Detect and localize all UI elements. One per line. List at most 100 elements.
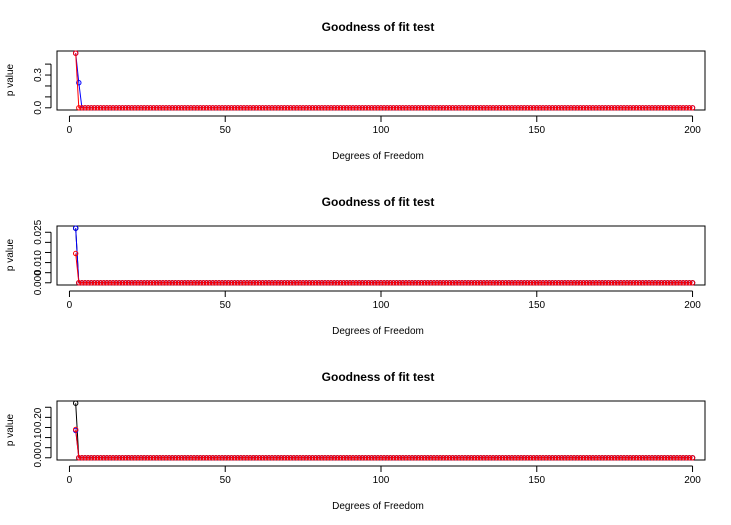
data-point <box>446 455 453 461</box>
data-point <box>82 280 88 286</box>
data-point <box>97 455 104 461</box>
data-point <box>203 105 210 111</box>
data-point <box>122 280 129 286</box>
data-point <box>166 105 172 111</box>
data-point <box>91 105 98 111</box>
data-point <box>113 105 119 111</box>
data-point <box>113 455 119 461</box>
data-point <box>527 105 534 111</box>
data-point <box>643 280 649 286</box>
data-point <box>350 105 356 111</box>
x-tick-label: 0 <box>67 475 73 486</box>
data-point <box>147 455 154 461</box>
data-point <box>107 455 113 461</box>
data-point <box>633 105 640 111</box>
data-point <box>425 280 431 286</box>
data-point <box>191 280 197 286</box>
data-point <box>627 455 633 461</box>
series-line <box>75 253 693 284</box>
data-point <box>278 455 285 461</box>
data-point <box>79 455 85 461</box>
data-point <box>315 280 322 286</box>
data-point <box>555 455 562 461</box>
data-point <box>306 280 313 286</box>
data-point <box>403 280 409 286</box>
data-point <box>627 280 633 286</box>
data-point <box>580 455 587 461</box>
data-point <box>621 105 627 111</box>
data-point <box>418 105 425 111</box>
data-point <box>72 250 79 257</box>
data-point <box>611 455 618 461</box>
data-point <box>686 105 693 111</box>
data-point <box>191 105 197 111</box>
data-point <box>518 105 524 111</box>
data-point <box>608 105 615 111</box>
data-point <box>465 455 471 461</box>
data-point <box>437 280 443 286</box>
data-point <box>244 455 250 461</box>
data-point <box>203 455 210 461</box>
data-point <box>477 105 484 111</box>
data-point <box>552 280 559 286</box>
data-point <box>605 280 612 286</box>
data-point <box>97 105 104 111</box>
chart-title: Goodness of fit test <box>322 195 435 209</box>
data-point <box>244 105 250 111</box>
data-point <box>256 280 263 286</box>
data-point <box>506 105 512 111</box>
data-point <box>175 105 182 111</box>
data-point <box>490 280 496 286</box>
data-point <box>599 455 605 461</box>
data-point <box>368 455 375 461</box>
data-point <box>322 280 328 286</box>
data-point <box>378 105 384 111</box>
data-point <box>284 105 291 111</box>
data-point <box>116 280 123 286</box>
data-point <box>365 280 372 286</box>
data-point <box>537 455 543 461</box>
data-point <box>446 280 453 286</box>
data-point <box>94 105 101 111</box>
data-point <box>219 105 225 111</box>
data-point <box>636 105 643 111</box>
data-point <box>527 455 534 461</box>
data-point <box>636 455 643 461</box>
data-point <box>319 455 325 461</box>
data-point <box>197 455 204 461</box>
data-point <box>104 455 110 461</box>
data-point <box>515 280 521 286</box>
data-point <box>356 105 362 111</box>
data-point <box>605 105 612 111</box>
y-tick-label: 0.20 <box>33 407 44 427</box>
data-point <box>275 105 281 111</box>
data-point <box>689 455 696 461</box>
data-point <box>524 280 531 286</box>
data-point <box>605 455 612 461</box>
y-tick-label: 0.00 <box>33 448 44 468</box>
data-point <box>428 105 434 111</box>
data-point <box>658 455 665 461</box>
chart-title: Goodness of fit test <box>322 370 435 384</box>
data-point <box>677 280 683 286</box>
data-point <box>372 280 378 286</box>
data-point <box>319 105 325 111</box>
data-point <box>287 105 294 111</box>
data-point <box>449 455 456 461</box>
data-point <box>565 280 571 286</box>
data-point <box>583 280 590 286</box>
data-point <box>85 280 91 286</box>
data-point <box>72 225 79 231</box>
data-point <box>643 105 649 111</box>
data-point <box>680 280 686 286</box>
data-point <box>259 105 266 111</box>
data-point <box>178 280 185 286</box>
data-point <box>425 105 431 111</box>
data-point <box>646 455 652 461</box>
data-point <box>390 280 397 286</box>
data-point <box>291 455 297 461</box>
x-tick-label: 0 <box>67 125 73 136</box>
data-point <box>534 455 540 461</box>
data-point <box>328 105 334 111</box>
series-line <box>75 228 693 284</box>
